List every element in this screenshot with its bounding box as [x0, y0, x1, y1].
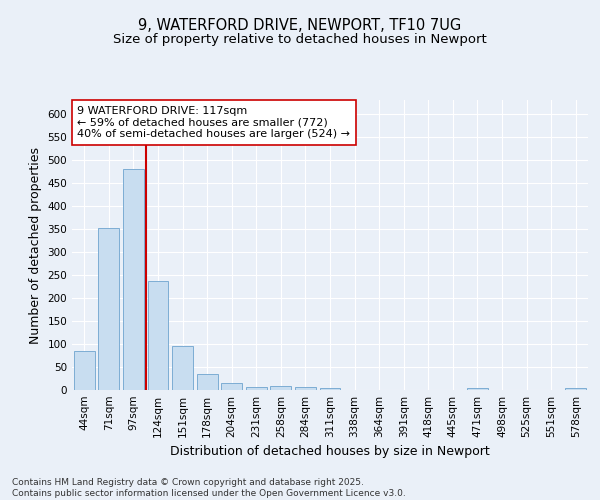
- Bar: [320, 388, 340, 390]
- Y-axis label: Number of detached properties: Number of detached properties: [29, 146, 42, 344]
- Bar: [467, 388, 488, 390]
- X-axis label: Distribution of detached houses by size in Newport: Distribution of detached houses by size …: [170, 446, 490, 458]
- Bar: [295, 387, 316, 390]
- Text: 9, WATERFORD DRIVE, NEWPORT, TF10 7UG: 9, WATERFORD DRIVE, NEWPORT, TF10 7UG: [139, 18, 461, 32]
- Text: Contains HM Land Registry data © Crown copyright and database right 2025.
Contai: Contains HM Land Registry data © Crown c…: [12, 478, 406, 498]
- Bar: [172, 346, 193, 390]
- Bar: [246, 387, 267, 390]
- Bar: [221, 382, 242, 390]
- Bar: [98, 228, 119, 390]
- Text: Size of property relative to detached houses in Newport: Size of property relative to detached ho…: [113, 32, 487, 46]
- Bar: [148, 281, 169, 390]
- Bar: [271, 386, 292, 390]
- Bar: [565, 388, 586, 390]
- Bar: [74, 351, 95, 390]
- Bar: [197, 374, 218, 390]
- Bar: [123, 169, 144, 390]
- Text: 9 WATERFORD DRIVE: 117sqm
← 59% of detached houses are smaller (772)
40% of semi: 9 WATERFORD DRIVE: 117sqm ← 59% of detac…: [77, 106, 350, 139]
